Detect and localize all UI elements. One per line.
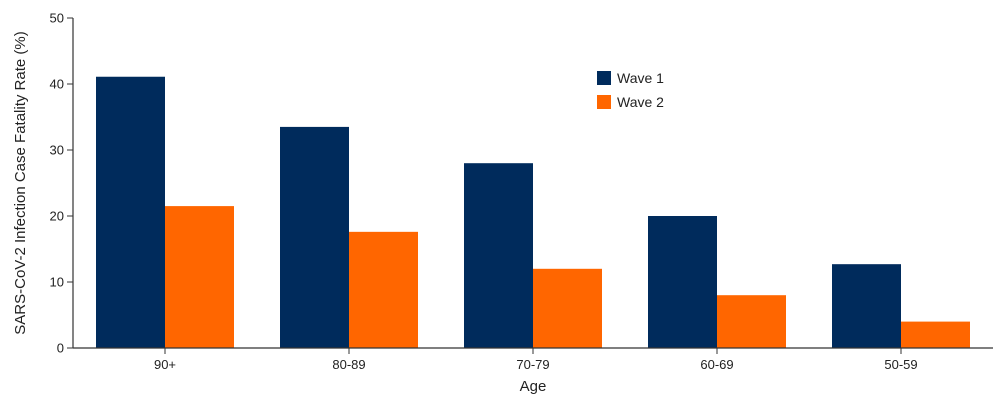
x-tick-label: 90+ — [154, 357, 176, 372]
bar-wave-2-80-89 — [349, 231, 418, 348]
x-axis-title: Age — [520, 378, 547, 395]
legend: Wave 1 Wave 2 — [597, 70, 664, 110]
y-tick-label: 40 — [50, 77, 64, 92]
y-tick-label: 0 — [57, 341, 64, 356]
x-tick-label: 60-69 — [700, 357, 733, 372]
bar-wave-1-50-59 — [832, 264, 901, 348]
x-ticks-group: 90+ 80-89 70-79 60-69 50-59 — [154, 348, 918, 372]
bar-wave-2-50-59 — [901, 321, 970, 348]
y-tick-label: 20 — [50, 209, 64, 224]
x-tick-label: 70-79 — [516, 357, 549, 372]
legend-swatch-wave-2 — [597, 95, 611, 109]
y-tick-label: 50 — [50, 11, 64, 26]
bar-wave-1-80-89 — [280, 126, 349, 349]
y-axis-title: SARS-CoV-2 Infection Case Fatality Rate … — [12, 31, 29, 334]
y-tick-label: 30 — [50, 143, 64, 158]
legend-label-wave-1: Wave 1 — [617, 70, 664, 86]
bars-group — [96, 76, 970, 349]
legend-label-wave-2: Wave 2 — [617, 94, 664, 110]
bar-wave-2-90+ — [165, 206, 234, 348]
bar-wave-1-70-79 — [464, 163, 533, 348]
x-tick-label: 80-89 — [332, 357, 365, 372]
bar-wave-1-60-69 — [648, 216, 717, 348]
bar-wave-2-70-79 — [533, 268, 602, 348]
legend-swatch-wave-1 — [597, 71, 611, 85]
bar-wave-2-60-69 — [717, 295, 786, 348]
y-ticks-group: 0 10 20 30 40 50 — [50, 11, 73, 356]
y-tick-label: 10 — [50, 275, 64, 290]
bar-wave-1-90+ — [96, 76, 165, 349]
x-tick-label: 50-59 — [884, 357, 917, 372]
